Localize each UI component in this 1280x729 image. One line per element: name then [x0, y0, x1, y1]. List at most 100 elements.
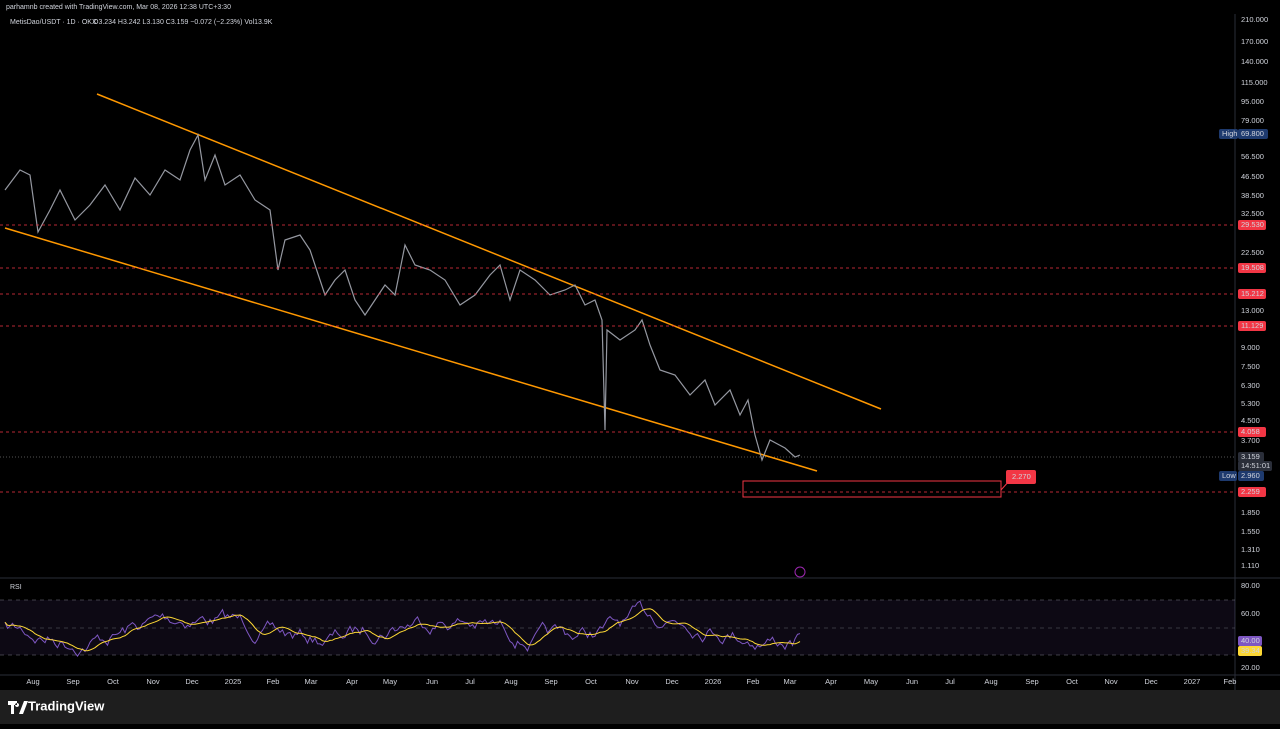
level-badge [1238, 487, 1266, 497]
level-badge [1238, 289, 1266, 299]
price-tick-label: 32.500 [1241, 209, 1264, 218]
price-tick-label: 22.500 [1241, 248, 1264, 257]
event-icon[interactable] [794, 566, 806, 578]
price-tick-label: 5.300 [1241, 399, 1260, 408]
price-series [4, 133, 801, 462]
last-price-bg [1238, 452, 1264, 462]
rsi-value-bg [1238, 636, 1262, 646]
high-tag: High [1222, 129, 1237, 138]
level-label: 19.508 [1241, 263, 1264, 272]
price-tick-label: 3.700 [1241, 436, 1260, 445]
time-tick-label: Jul [465, 677, 475, 686]
time-tick-label: Nov [146, 677, 160, 686]
time-tick-label: Feb [1224, 677, 1237, 686]
level-label: 29.530 [1241, 220, 1264, 229]
brand-logo [8, 701, 28, 714]
time-tick-label: Feb [747, 677, 760, 686]
price-tick-label: 38.500 [1241, 191, 1264, 200]
price-tick-label: 140.000 [1241, 57, 1268, 66]
price-tick-label: 95.000 [1241, 97, 1264, 106]
time-tick-label: May [383, 677, 397, 686]
time-tick-label: 2026 [705, 677, 722, 686]
level-badge [1238, 321, 1266, 331]
time-tick-label: Aug [504, 677, 517, 686]
target-zone [742, 480, 1002, 498]
time-tick-label: 2027 [1184, 677, 1201, 686]
time-tick-label: Feb [267, 677, 280, 686]
level-badge [1238, 220, 1266, 230]
time-tick-label: Apr [825, 677, 837, 686]
level-badge [1238, 427, 1266, 437]
rsi-ma-value: 39.34 [1241, 646, 1260, 655]
level-badge [1238, 263, 1266, 273]
time-tick-label: Dec [185, 677, 199, 686]
rsi-value: 40.00 [1241, 636, 1260, 645]
high-value: 69.800 [1241, 129, 1264, 138]
price-tick-label: 1.850 [1241, 508, 1260, 517]
time-tick-label: Sep [544, 677, 557, 686]
level-label: 11.129 [1241, 321, 1263, 330]
price-tick-label: 1.550 [1241, 527, 1260, 536]
level-label: 15.212 [1241, 289, 1264, 298]
level-label: 2.259 [1241, 487, 1260, 496]
rsi-tick-label: 80.00 [1241, 581, 1260, 590]
price-tick-label: 1.310 [1241, 545, 1260, 554]
high-value-bg [1238, 129, 1268, 139]
attribution: parhamnb created with TradingView.com, M… [6, 4, 231, 11]
price-tick-label: 210.000 [1241, 15, 1268, 24]
time-tick-label: Aug [984, 677, 997, 686]
price-tick-label: 79.000 [1241, 116, 1264, 125]
time-tick-label: 2025 [225, 677, 242, 686]
footer-bar [0, 690, 1280, 724]
time-tick-label: Oct [1066, 677, 1079, 686]
time-tick-label: Sep [66, 677, 79, 686]
rsi-ma-value-bg [1238, 646, 1262, 656]
time-tick-label: Dec [1144, 677, 1158, 686]
price-tick-label: 9.000 [1241, 343, 1260, 352]
last-price: 3.159 [1241, 452, 1260, 461]
price-tick-label: 1.110 [1241, 561, 1259, 570]
time-tick-label: Mar [305, 677, 318, 686]
ohlc: O3.234 H3.242 L3.130 C3.159 −0.072 (−2.2… [93, 19, 273, 26]
time-tick-label: Jun [426, 677, 438, 686]
price-tick-label: 115.000 [1241, 78, 1268, 87]
time-tick-label: Sep [1025, 677, 1038, 686]
countdown: 14:51:01 [1241, 461, 1270, 470]
time-tick-label: Nov [1104, 677, 1118, 686]
level-label: 4.058 [1241, 427, 1260, 436]
time-tick-label: Nov [625, 677, 639, 686]
time-tick-label: Jul [945, 677, 955, 686]
low-tag-bg [1219, 471, 1237, 481]
rsi-tick-label: 60.00 [1241, 609, 1260, 618]
rsi-tick-label: 20.00 [1241, 663, 1260, 672]
time-tick-label: Apr [346, 677, 358, 686]
rsi-title: RSI [10, 584, 22, 591]
rsi-ma-line [4, 608, 801, 652]
lower-trendline [4, 227, 818, 472]
price-tick-label: 170.000 [1241, 37, 1268, 46]
time-tick-label: Mar [784, 677, 797, 686]
time-tick-label: Oct [585, 677, 598, 686]
time-tick-label: Oct [107, 677, 120, 686]
price-tick-label: 56.500 [1241, 152, 1264, 161]
price-tick-label: 7.500 [1241, 362, 1260, 371]
low-tag: Low [1222, 471, 1236, 480]
brand-name: TradingView [28, 698, 105, 713]
time-tick-label: Aug [26, 677, 39, 686]
target-badge [1006, 470, 1036, 484]
low-value-bg [1238, 471, 1264, 481]
price-tick-label: 46.500 [1241, 172, 1264, 181]
upper-trendline [96, 93, 882, 410]
high-tag-bg [1219, 129, 1238, 139]
symbol: MetisDao/USDT · 1D · OKX [10, 19, 97, 26]
price-tick-label: 6.300 [1241, 381, 1260, 390]
time-tick-label: Dec [665, 677, 679, 686]
target-label: 2.270 [1012, 472, 1031, 481]
price-tick-label: 13.000 [1241, 306, 1264, 315]
time-tick-label: May [864, 677, 878, 686]
countdown-bg [1238, 461, 1272, 471]
low-value: 2.960 [1241, 471, 1260, 480]
